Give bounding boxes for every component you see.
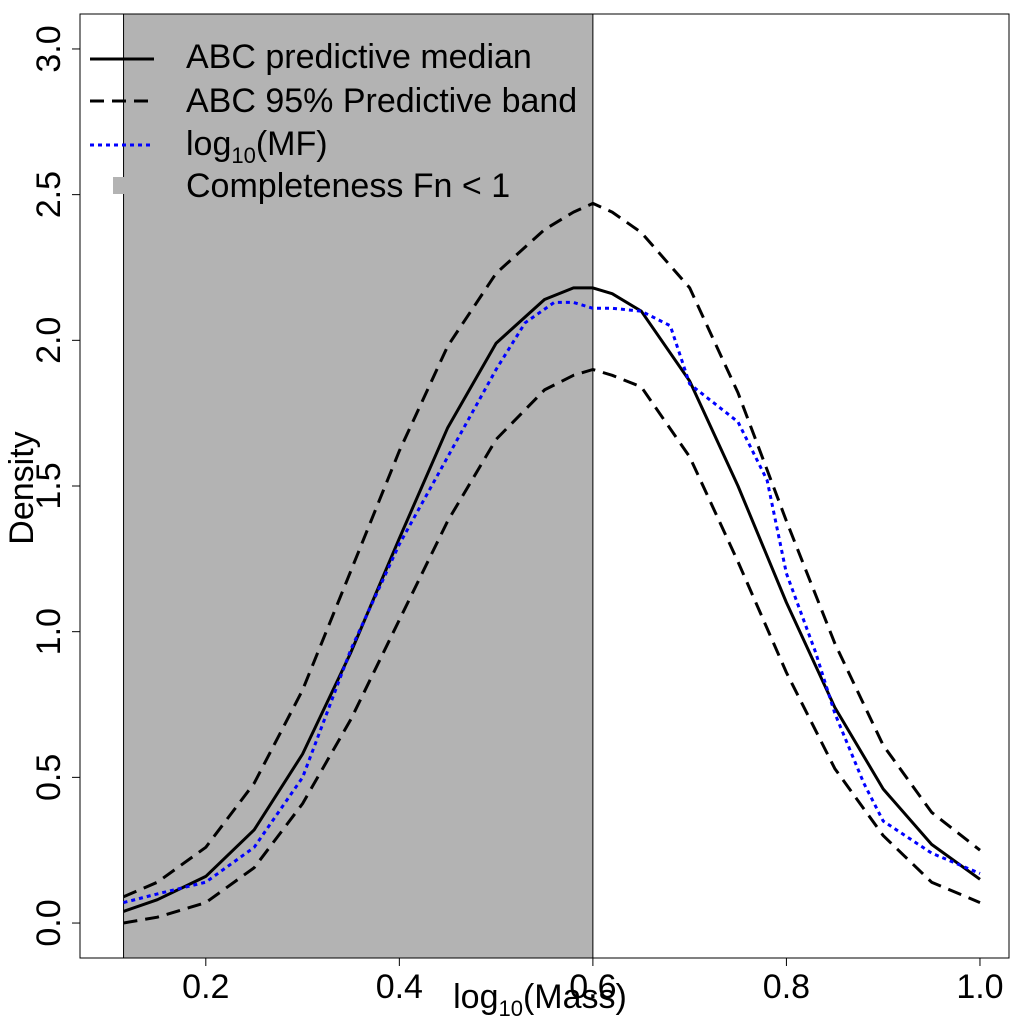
- x-tick-label: 0.8: [763, 968, 810, 1006]
- x-axis: 0.2 0.4 0.6 0.8 1.0: [182, 958, 1004, 1006]
- legend-label-completeness: Completeness Fn < 1: [186, 167, 510, 205]
- x-axis-title-rest: (Mass): [523, 978, 627, 1016]
- legend-label-mf-sub: 10: [231, 143, 255, 168]
- series-line-2-dashed: [123, 368, 981, 925]
- series-line-1-dashed: [122, 201, 981, 899]
- x-tick-label: 0.2: [182, 968, 229, 1006]
- y-tick-label: 2.5: [30, 171, 68, 218]
- y-tick-label: 3.0: [30, 25, 68, 72]
- series-line-0-solid: [123, 286, 981, 913]
- y-tick-label: 1.0: [30, 608, 68, 655]
- completeness-shaded-region: [123, 13, 594, 959]
- y-tick-label: 2.0: [30, 317, 68, 364]
- y-tick-label: 0.5: [30, 754, 68, 801]
- legend-label-mf: log10(MF): [186, 125, 328, 168]
- x-axis-title-base: log: [453, 978, 498, 1016]
- legend-swatch-square: [113, 177, 130, 194]
- x-tick-label: 1.0: [956, 968, 1003, 1006]
- x-tick-label: 0.4: [376, 968, 423, 1006]
- legend-label-band: ABC 95% Predictive band: [186, 82, 577, 120]
- legend-label-mf-base: log: [186, 125, 231, 163]
- series-line-3-dotted: [123, 300, 981, 905]
- legend: ABC predictive median ABC 95% Predictive…: [90, 38, 577, 205]
- y-tick-label: 0.0: [30, 899, 68, 946]
- y-axis: 0.0 0.5 1.0 1.5 2.0 2.5 3.0: [30, 25, 80, 947]
- x-tick-label: 0.6: [569, 968, 616, 1006]
- legend-label-mf-rest: (MF): [256, 125, 328, 163]
- y-axis-title: Density: [3, 431, 41, 544]
- series-lines-layer: [122, 201, 981, 925]
- x-axis-title: log10(Mass): [453, 978, 627, 1021]
- shaded-region-layer: [123, 13, 594, 959]
- y-tick-label: 1.5: [30, 462, 68, 509]
- x-axis-title-sub: 10: [499, 996, 523, 1021]
- legend-label-median: ABC predictive median: [186, 38, 532, 76]
